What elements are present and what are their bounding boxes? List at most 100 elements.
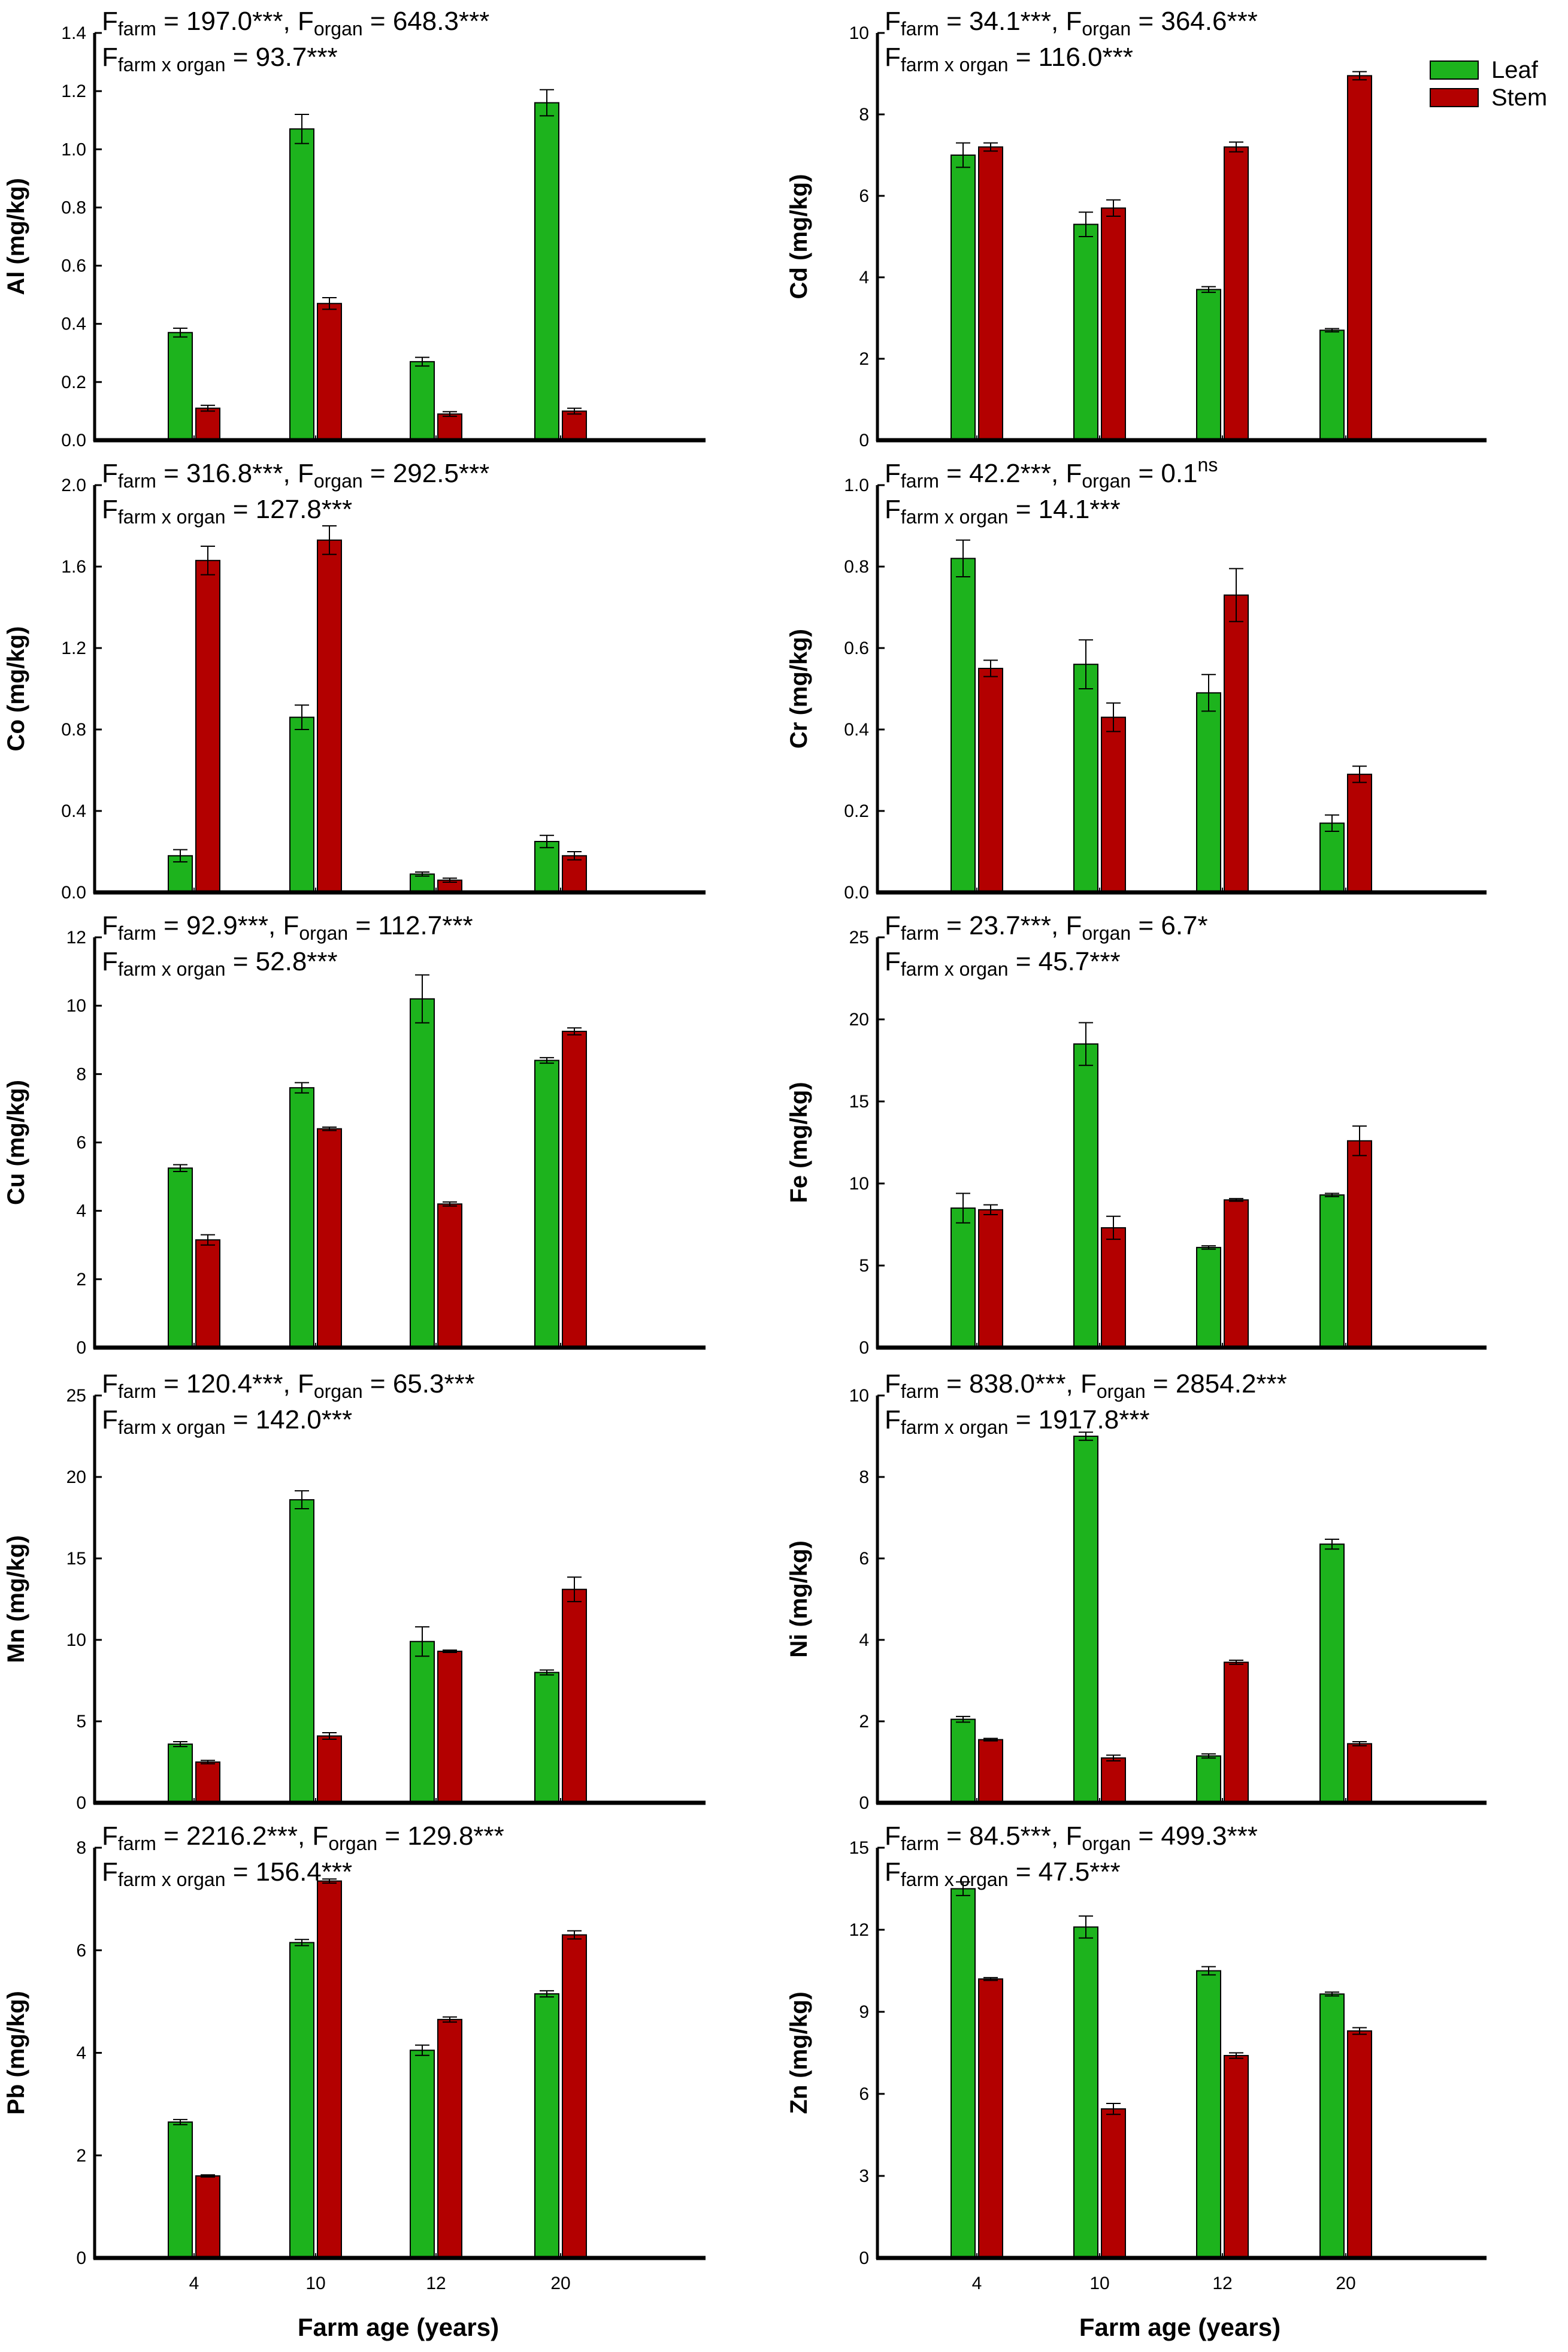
y-tick-label: 0.0 — [844, 883, 869, 903]
stats-main-effects: Ffarm = 838.0***, Forgan = 2854.2*** — [885, 1369, 1287, 1402]
bar-leaf-10 — [1073, 664, 1098, 893]
bar-leaf-12 — [410, 873, 435, 894]
y-tick-label: 10 — [66, 996, 86, 1016]
y-tick-label: 0.4 — [61, 314, 86, 334]
stats-interaction: Ffarm x organ = 47.5*** — [885, 1857, 1121, 1890]
y-tick-label: 2 — [76, 2146, 86, 2166]
bar-stem-4 — [978, 146, 1003, 441]
y-tick-label: 12 — [849, 1920, 869, 1940]
y-tick-label: 0 — [859, 2248, 869, 2268]
x-tick-label: 4 — [972, 2274, 982, 2293]
y-tick-label: 4 — [859, 268, 869, 287]
y-tick-label: 15 — [849, 1092, 869, 1112]
y-tick-label: 4 — [76, 2044, 86, 2063]
bar-stem-4 — [195, 1239, 220, 1348]
y-tick-label: 10 — [849, 1386, 869, 1406]
stats-main-effects: Ffarm = 2216.2***, Forgan = 129.8*** — [102, 1821, 504, 1854]
bar-leaf-10 — [1073, 1926, 1098, 2259]
bar-stem-4 — [195, 1761, 220, 1803]
y-tick-label: 1.2 — [61, 638, 86, 658]
bar-leaf-12 — [410, 361, 435, 441]
y-axis-label: Cu (mg/kg) — [3, 1080, 29, 1205]
bar-leaf-20 — [534, 1993, 559, 2259]
y-tick-label: 12 — [66, 928, 86, 948]
y-tick-label: 0.8 — [844, 557, 869, 577]
y-tick-label: 10 — [66, 1630, 86, 1650]
legend-label-stem: Stem — [1491, 84, 1547, 111]
stats-interaction: Ffarm x organ = 116.0*** — [885, 43, 1133, 75]
stats-main-effects: Ffarm = 120.4***, Forgan = 65.3*** — [102, 1369, 475, 1402]
y-tick-label: 20 — [66, 1467, 86, 1487]
y-tick-label: 6 — [859, 2084, 869, 2104]
bar-leaf-12 — [410, 1640, 435, 1803]
y-tick-label: 0 — [859, 1338, 869, 1358]
x-tick-label: 20 — [550, 2274, 570, 2293]
chart-panel-mn: 0 5 10 15 20 25 Mn (mg/kg) Ffarm = 120.4***, Fo… — [3, 1369, 706, 1813]
bar-stem-20 — [1347, 773, 1372, 894]
y-tick-label: 6 — [859, 1549, 869, 1569]
chart-panel-co: 0.0 0.4 0.8 1.2 1.6 2.0 Co (mg/kg) Ffarm = 316.… — [3, 459, 706, 903]
y-tick-label: 25 — [66, 1386, 86, 1406]
bar-stem-20 — [562, 1030, 587, 1348]
bar-stem-20 — [1347, 1140, 1372, 1348]
x-tick-label: 10 — [305, 2274, 325, 2293]
bar-stem-20 — [562, 855, 587, 894]
y-tick-label: 0.8 — [61, 720, 86, 740]
bar-leaf-4 — [951, 155, 976, 441]
y-tick-label: 0.8 — [61, 198, 86, 217]
y-axis-label: Al (mg/kg) — [3, 178, 29, 295]
stats-interaction: Ffarm x organ = 45.7*** — [885, 947, 1121, 980]
y-tick-label: 2 — [859, 1712, 869, 1732]
bar-stem-10 — [1101, 1227, 1126, 1348]
bar-leaf-20 — [1319, 1543, 1345, 1803]
bar-leaf-4 — [951, 1888, 976, 2259]
y-tick-label: 15 — [849, 1838, 869, 1858]
y-tick-label: 2 — [76, 1270, 86, 1289]
y-tick-label: 0.0 — [61, 431, 86, 450]
bar-leaf-20 — [1319, 1993, 1345, 2259]
bar-leaf-10 — [289, 1087, 314, 1348]
bar-stem-10 — [317, 1128, 342, 1348]
legend-swatch-leaf — [1430, 60, 1479, 80]
y-tick-label: 4 — [859, 1630, 869, 1650]
y-tick-label: 0.4 — [844, 720, 869, 740]
bar-leaf-10 — [289, 716, 314, 893]
x-tick-label: 12 — [426, 2274, 446, 2293]
y-tick-label: 5 — [859, 1256, 869, 1276]
bar-stem-12 — [1224, 2055, 1249, 2259]
y-tick-label: 0 — [76, 2248, 86, 2268]
bar-stem-20 — [562, 1588, 587, 1803]
stats-main-effects: Ffarm = 316.8***, Forgan = 292.5*** — [102, 459, 489, 492]
bar-stem-12 — [1224, 146, 1249, 441]
x-axis-label-left: Farm age (years) — [298, 2313, 499, 2341]
y-axis-label: Mn (mg/kg) — [3, 1535, 29, 1663]
y-tick-label: 6 — [76, 1133, 86, 1153]
chart-panel-fe: 0 5 10 15 20 25 Fe (mg/kg) Ffarm = 23.7***, For… — [786, 911, 1487, 1358]
y-tick-label: 10 — [849, 1174, 869, 1194]
x-tick-label: 10 — [1089, 2274, 1109, 2293]
y-tick-label: 6 — [76, 1941, 86, 1960]
bar-leaf-4 — [951, 1207, 976, 1348]
bar-leaf-12 — [1196, 1755, 1221, 1804]
x-axis-label-right: Farm age (years) — [1079, 2313, 1281, 2341]
bar-leaf-4 — [168, 2121, 193, 2259]
bar-stem-10 — [1101, 716, 1126, 893]
bar-leaf-4 — [168, 1743, 193, 1804]
stats-main-effects: Ffarm = 34.1***, Forgan = 364.6*** — [885, 7, 1258, 40]
bar-stem-20 — [1347, 1743, 1372, 1803]
y-tick-label: 2 — [859, 349, 869, 369]
y-tick-label: 0.6 — [844, 638, 869, 658]
bar-leaf-10 — [1073, 1043, 1098, 1348]
bar-stem-12 — [437, 413, 462, 441]
bar-leaf-20 — [534, 1060, 559, 1348]
bar-stem-20 — [562, 410, 587, 441]
bar-stem-12 — [1224, 1199, 1249, 1349]
bar-leaf-12 — [1196, 1246, 1221, 1349]
bar-leaf-4 — [951, 1718, 976, 1804]
bar-stem-10 — [317, 1880, 342, 2259]
y-tick-label: 1.6 — [61, 557, 86, 577]
y-axis-label: Pb (mg/kg) — [3, 1991, 29, 2115]
y-axis-label: Cd (mg/kg) — [786, 174, 812, 299]
y-tick-label: 25 — [849, 928, 869, 948]
